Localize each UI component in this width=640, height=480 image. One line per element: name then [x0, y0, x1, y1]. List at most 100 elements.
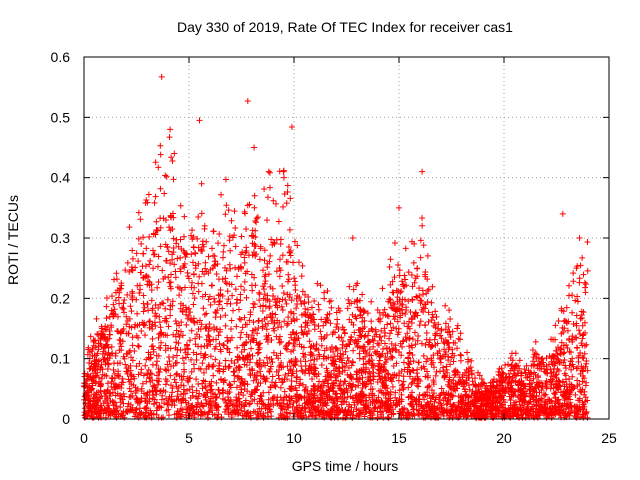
data-point: [178, 400, 185, 407]
data-point: [464, 349, 471, 356]
data-point: [420, 291, 427, 298]
data-point: [544, 370, 551, 377]
data-point: [429, 403, 436, 410]
data-point: [238, 407, 245, 414]
y-tick-label: 0.6: [51, 49, 71, 65]
data-point: [507, 397, 514, 404]
data-point: [281, 388, 288, 395]
data-point: [189, 290, 196, 297]
data-point: [180, 233, 187, 240]
data-point: [121, 297, 128, 304]
data-point: [124, 259, 131, 266]
data-point: [188, 356, 195, 363]
data-point: [522, 369, 529, 376]
data-point: [237, 291, 244, 298]
data-point: [430, 322, 437, 329]
data-point: [235, 410, 242, 417]
data-point: [278, 403, 285, 410]
data-point: [226, 261, 233, 268]
data-point: [456, 374, 463, 381]
data-point: [150, 401, 157, 408]
data-point: [423, 412, 430, 419]
data-point: [282, 371, 289, 378]
data-point: [437, 359, 444, 366]
data-point: [137, 216, 144, 223]
data-point: [530, 358, 537, 365]
data-point: [547, 366, 554, 373]
data-point: [333, 395, 340, 402]
data-point: [253, 386, 260, 393]
data-point: [187, 316, 194, 323]
data-point: [572, 334, 579, 341]
data-point: [141, 304, 148, 311]
data-point: [331, 361, 338, 368]
data-point: [386, 264, 393, 271]
data-point: [274, 295, 281, 302]
data-point: [297, 376, 304, 383]
data-point: [234, 356, 241, 363]
data-point: [222, 264, 229, 271]
data-point: [269, 359, 276, 366]
data-point: [562, 365, 569, 372]
data-point: [222, 357, 229, 364]
data-point: [246, 366, 253, 373]
data-point: [179, 396, 186, 403]
data-point: [291, 361, 298, 368]
data-point: [417, 377, 424, 384]
data-point: [195, 381, 202, 388]
data-point: [209, 407, 216, 414]
data-point: [561, 325, 568, 332]
data-point: [196, 117, 203, 124]
data-point: [142, 412, 149, 419]
data-point: [183, 321, 190, 328]
data-point: [179, 355, 186, 362]
data-point: [222, 279, 229, 285]
data-point: [368, 325, 375, 332]
data-point: [308, 350, 315, 357]
data-point: [297, 297, 304, 304]
data-point: [283, 258, 290, 265]
data-point: [573, 265, 580, 272]
data-point: [268, 236, 275, 243]
data-point: [347, 371, 354, 378]
data-point: [157, 151, 164, 158]
data-point: [572, 297, 579, 304]
data-point: [455, 378, 462, 385]
data-point: [578, 363, 585, 370]
data-point: [124, 317, 131, 324]
data-point: [145, 307, 152, 314]
data-point: [576, 381, 583, 388]
data-point: [318, 361, 325, 368]
data-point: [311, 316, 318, 323]
data-point: [202, 291, 209, 298]
data-point: [529, 408, 536, 415]
data-point: [198, 343, 205, 350]
data-point: [548, 369, 555, 376]
data-point: [392, 394, 399, 401]
data-point: [578, 308, 585, 315]
data-point: [252, 218, 259, 225]
data-point: [110, 313, 117, 320]
data-point: [334, 398, 341, 405]
data-point: [555, 400, 562, 407]
data-point: [150, 392, 157, 399]
data-point: [167, 126, 174, 133]
data-point: [572, 412, 579, 419]
data-point: [200, 403, 207, 410]
data-point: [296, 402, 303, 409]
data-point: [288, 348, 295, 355]
data-point: [378, 397, 385, 404]
data-point: [362, 353, 369, 360]
data-point: [228, 317, 235, 324]
data-point: [117, 404, 124, 411]
data-point: [87, 402, 94, 409]
data-point: [322, 401, 329, 408]
data-point: [316, 351, 323, 358]
data-point: [241, 287, 248, 294]
data-point: [255, 325, 262, 332]
data-point: [183, 250, 190, 257]
data-point: [419, 168, 426, 175]
data-point: [490, 379, 497, 386]
data-point: [354, 280, 361, 287]
data-point: [238, 264, 245, 271]
